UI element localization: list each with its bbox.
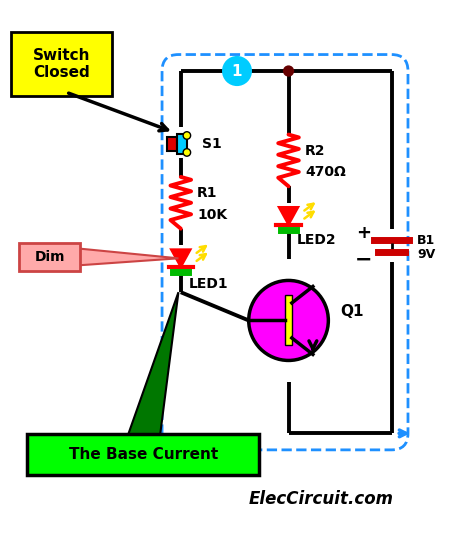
Circle shape bbox=[249, 280, 328, 361]
Polygon shape bbox=[127, 292, 178, 438]
Text: 1: 1 bbox=[232, 64, 242, 79]
Text: R1: R1 bbox=[197, 186, 218, 201]
Text: −: − bbox=[355, 249, 372, 269]
Polygon shape bbox=[279, 207, 298, 225]
Text: R2: R2 bbox=[305, 144, 326, 158]
Circle shape bbox=[183, 149, 191, 156]
Text: ElecCircuit.com: ElecCircuit.com bbox=[249, 490, 394, 508]
Text: +: + bbox=[356, 224, 371, 242]
Text: The Base Current: The Base Current bbox=[69, 447, 218, 462]
Circle shape bbox=[183, 132, 191, 139]
Text: Switch
Closed: Switch Closed bbox=[33, 48, 90, 80]
Circle shape bbox=[283, 65, 294, 77]
FancyBboxPatch shape bbox=[27, 434, 259, 475]
Polygon shape bbox=[171, 249, 191, 268]
Text: Dim: Dim bbox=[35, 250, 65, 264]
Text: LED2: LED2 bbox=[297, 233, 337, 248]
FancyBboxPatch shape bbox=[167, 137, 177, 151]
Text: B1: B1 bbox=[417, 234, 436, 247]
Text: LED1: LED1 bbox=[189, 277, 229, 291]
Text: S1: S1 bbox=[202, 137, 222, 151]
Text: 9V: 9V bbox=[417, 248, 436, 261]
Polygon shape bbox=[78, 248, 178, 265]
Text: Q1: Q1 bbox=[340, 303, 364, 318]
Text: 10K: 10K bbox=[197, 208, 228, 221]
FancyBboxPatch shape bbox=[19, 243, 80, 271]
FancyBboxPatch shape bbox=[11, 32, 112, 96]
FancyBboxPatch shape bbox=[177, 134, 187, 154]
Circle shape bbox=[222, 56, 252, 86]
FancyBboxPatch shape bbox=[285, 295, 292, 346]
Text: 470Ω: 470Ω bbox=[305, 165, 346, 179]
